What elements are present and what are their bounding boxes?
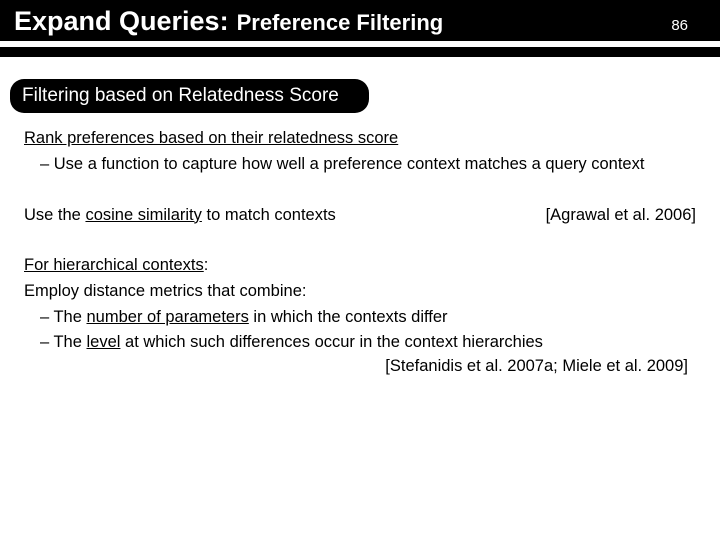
block2-pre: Use the xyxy=(24,206,85,224)
block3-b2-pre: The xyxy=(53,333,86,351)
header-rule xyxy=(0,47,720,57)
block3-citation: [Stefanidis et al. 2007a; Miele et al. 2… xyxy=(24,355,696,377)
header-title-group: Expand Queries: Preference Filtering xyxy=(14,6,443,37)
block3-lead-colon: : xyxy=(204,256,209,274)
block1-bullet1: Use a function to capture how well a pre… xyxy=(24,153,696,175)
block1-lead: Rank preferences based on their relatedn… xyxy=(24,129,398,147)
section-heading: Filtering based on Relatedness Score xyxy=(10,79,369,113)
block3-b1-em: number of parameters xyxy=(87,308,249,326)
block3-b2-post: at which such differences occur in the c… xyxy=(120,333,543,351)
block3-bullet1: The number of parameters in which the co… xyxy=(24,306,696,328)
block3-b1-post: in which the contexts differ xyxy=(249,308,448,326)
slide-body: Rank preferences based on their relatedn… xyxy=(0,113,720,377)
block2-text: Use the cosine similarity to match conte… xyxy=(24,204,336,226)
block2-post: to match contexts xyxy=(202,206,336,224)
block3-b2-em: level xyxy=(87,333,121,351)
block2: Use the cosine similarity to match conte… xyxy=(24,204,696,226)
block2-citation: [Agrawal et al. 2006] xyxy=(536,204,696,226)
block3-lead-line: For hierarchical contexts: xyxy=(24,254,696,276)
block3-line2: Employ distance metrics that combine: xyxy=(24,280,696,302)
block1: Rank preferences based on their relatedn… xyxy=(24,127,696,149)
slide-header: Expand Queries: Preference Filtering 86 xyxy=(0,0,720,41)
block2-em: cosine similarity xyxy=(85,206,201,224)
block3-bullet2: The level at which such differences occu… xyxy=(24,331,696,353)
title-main: Expand Queries: xyxy=(14,6,229,37)
block3-lead: For hierarchical contexts xyxy=(24,256,204,274)
title-sub: Preference Filtering xyxy=(237,10,444,36)
slide-number: 86 xyxy=(671,17,706,34)
block3-b1-pre: The xyxy=(53,308,86,326)
